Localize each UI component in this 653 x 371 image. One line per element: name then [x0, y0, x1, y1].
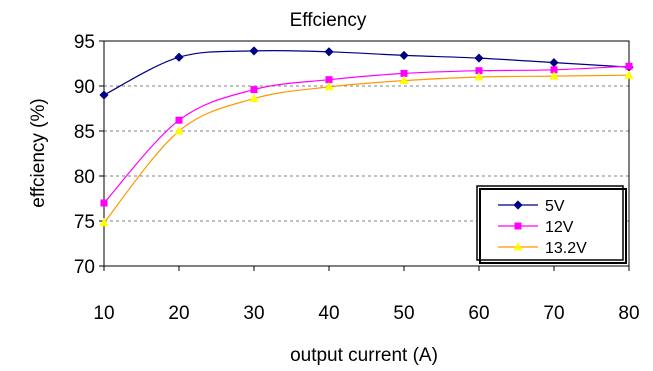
data-point	[399, 75, 409, 85]
y-tick-label: 95	[74, 32, 95, 53]
data-point	[324, 47, 334, 57]
data-point	[99, 90, 109, 100]
plot-area	[103, 40, 630, 267]
legend-label: 13.2V	[545, 240, 587, 257]
data-point	[475, 67, 483, 75]
series-line	[103, 65, 630, 204]
x-tick-label: 40	[318, 303, 339, 324]
data-point	[100, 199, 108, 207]
data-point	[624, 70, 634, 79]
x-tick-label: 60	[468, 303, 489, 324]
series-1	[100, 62, 633, 207]
x-tick-label: 20	[168, 303, 189, 324]
data-point	[324, 81, 334, 91]
x-tick-label: 10	[93, 303, 114, 324]
data-point	[474, 72, 484, 81]
data-point	[99, 217, 109, 227]
data-point	[549, 71, 559, 80]
data-point	[249, 46, 259, 56]
x-tick-label: 80	[618, 303, 639, 324]
data-point	[174, 52, 184, 62]
legend: 5V 12V 13.2V	[476, 185, 627, 264]
legend-marker	[513, 242, 523, 251]
data-point	[550, 66, 558, 74]
y-tick-label: 70	[74, 257, 95, 278]
data-point	[474, 53, 484, 63]
y-tick-label: 90	[74, 77, 95, 98]
data-point	[249, 93, 259, 103]
legend-label: 12V	[545, 219, 574, 236]
series-layer	[99, 46, 634, 227]
series-2	[99, 70, 634, 227]
data-point	[250, 86, 258, 94]
legend-box	[476, 185, 624, 261]
legend-shadow	[479, 188, 627, 264]
x-axis-label: output current (A)	[290, 345, 438, 366]
data-point	[400, 69, 408, 77]
data-point	[174, 126, 184, 135]
legend-marker	[514, 222, 522, 230]
y-tick-label: 85	[74, 122, 95, 143]
x-tick-label: 50	[393, 303, 414, 324]
y-axis-ticks: 70 75 80 85 90 95	[74, 32, 104, 278]
data-point	[175, 116, 183, 124]
data-point	[325, 76, 333, 84]
x-axis-ticks: 10 20 30 40 50 60 70 80	[93, 266, 640, 324]
data-point	[549, 58, 559, 68]
y-axis-label: effciency (%)	[28, 98, 49, 207]
legend-marker	[513, 200, 523, 210]
x-tick-label: 70	[543, 303, 564, 324]
legend-label: 5V	[545, 198, 565, 215]
y-tick-label: 80	[74, 167, 95, 188]
y-tick-label: 75	[74, 212, 95, 233]
x-tick-label: 30	[243, 303, 264, 324]
chart-title: Effciency	[290, 10, 367, 31]
series-0	[99, 46, 634, 100]
data-point	[625, 62, 633, 70]
data-point	[399, 50, 409, 60]
